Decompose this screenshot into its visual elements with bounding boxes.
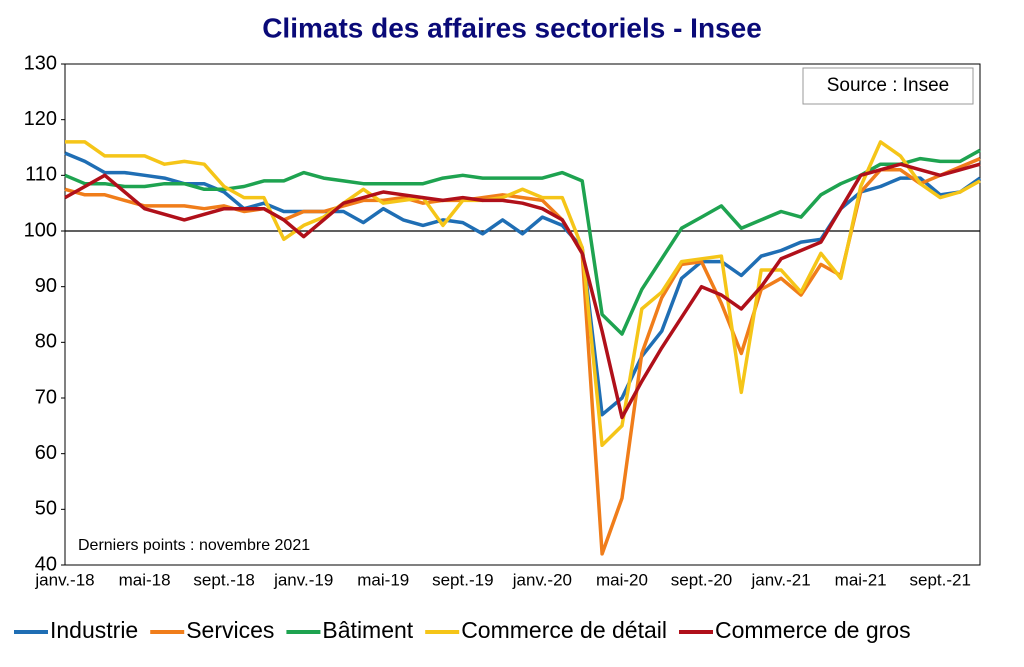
x-tick-label: janv.-20 [512, 570, 572, 589]
x-tick-label: mai-19 [357, 570, 409, 589]
source-box [802, 67, 974, 105]
series-line [64, 162, 981, 420]
y-tick-label: 40 [35, 553, 57, 575]
source: Source : Insee [827, 75, 950, 96]
note: Derniers points : novembre 2021 [78, 537, 310, 554]
legend-label: Commerce de détail [461, 617, 667, 643]
x-tick-label: janv.-21 [750, 570, 810, 589]
legend-label: Industrie [50, 617, 138, 643]
y-tick-label: 130 [24, 52, 57, 74]
chart-title: Climats des affaires sectoriels - Insee [262, 12, 762, 43]
y-tick-label: 60 [35, 442, 57, 464]
x-tick-label: mai-18 [119, 570, 171, 589]
legend-label: Commerce de gros [715, 617, 911, 643]
y-tick-label: 120 [24, 108, 57, 130]
x-tick-label: sept.-21 [909, 570, 970, 589]
legend-label: Services [186, 617, 274, 643]
y-tick-label: 110 [25, 164, 57, 186]
x-tick-label: janv.-18 [34, 570, 94, 589]
x-tick-label: mai-20 [596, 570, 648, 589]
series-line [64, 148, 981, 336]
x-tick-label: sept.-20 [671, 570, 732, 589]
plot-frame [64, 63, 981, 566]
series-line [64, 151, 982, 417]
y-tick-label: 80 [35, 331, 57, 353]
y-tick-label: 90 [35, 275, 57, 297]
series-line [65, 140, 981, 448]
series-line [64, 156, 981, 556]
x-tick-label: mai-21 [835, 570, 887, 589]
legend-label: Bâtiment [322, 617, 413, 643]
y-tick-label: 50 [35, 498, 57, 520]
y-tick-label: 70 [35, 386, 57, 408]
x-tick-label: sept.-18 [193, 570, 254, 589]
x-tick-label: sept.-19 [432, 570, 493, 589]
x-tick-label: janv.-19 [273, 570, 333, 589]
y-tick-label: 100 [24, 219, 57, 241]
